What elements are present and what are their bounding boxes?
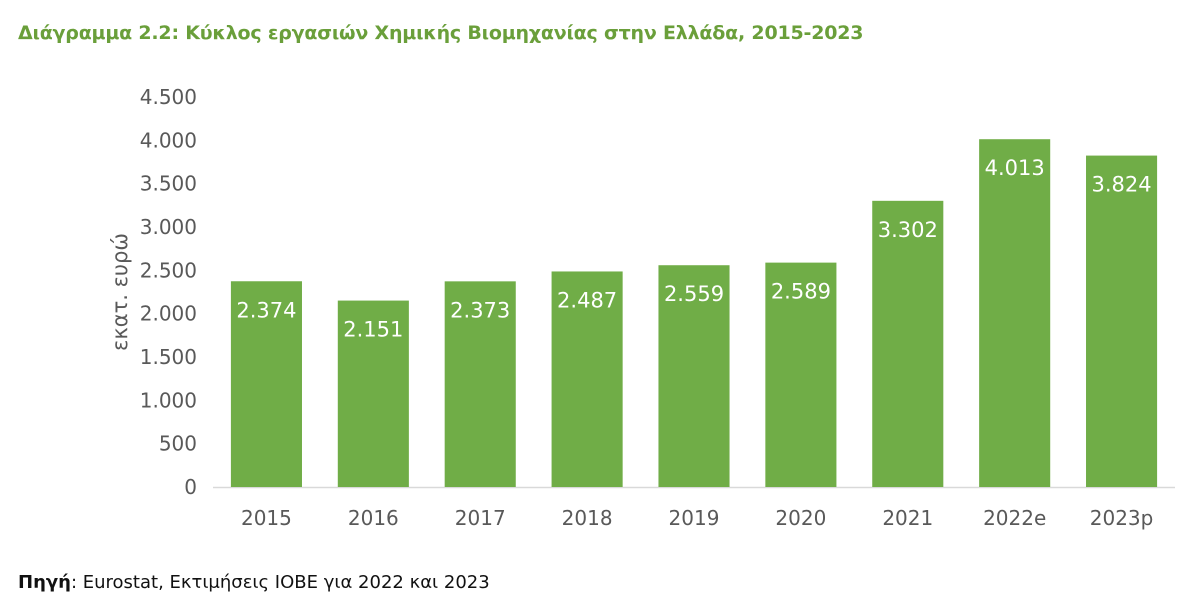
- bar: [444, 281, 516, 487]
- bar: [230, 281, 302, 487]
- bar-value-label: 3.302: [878, 218, 938, 242]
- bar-value-label: 2.589: [771, 280, 831, 304]
- bar: [872, 200, 944, 487]
- y-tick-label: 2.500: [140, 258, 197, 282]
- y-tick-label: 4.000: [140, 128, 197, 152]
- y-tick-label: 1.000: [140, 388, 197, 412]
- y-tick-label: 0: [184, 475, 197, 499]
- bar: [658, 265, 730, 487]
- x-tick-label: 2017: [455, 506, 506, 530]
- bar-value-label: 4.013: [985, 156, 1045, 180]
- y-tick-label: 500: [159, 432, 197, 456]
- x-tick-label: 2023p: [1090, 506, 1154, 530]
- bar: [979, 139, 1051, 487]
- y-tick-label: 1.500: [140, 345, 197, 369]
- y-tick-label: 4.500: [140, 85, 197, 109]
- y-tick-label: 3.000: [140, 215, 197, 239]
- y-tick-label: 3.500: [140, 172, 197, 196]
- source-text: : Eurostat, Εκτιμήσεις ΙΟΒΕ για 2022 και…: [70, 572, 490, 593]
- x-tick-label: 2020: [775, 506, 826, 530]
- y-tick-label: 2.000: [140, 302, 197, 326]
- source-note: Πηγή: Eurostat, Εκτιμήσεις ΙΟΒΕ για 2022…: [18, 572, 490, 593]
- bar: [551, 271, 623, 487]
- y-axis-ticks: 0 500 1.000 1.500 2.000 2.500 3.000 3.500 4.000 4…: [140, 85, 197, 499]
- bars: 2.374 2.151 2.373 2.487 2.559 2.589 3.302 4.013…: [230, 139, 1158, 487]
- x-tick-label: 2019: [669, 506, 720, 530]
- bar-value-label: 2.487: [557, 288, 617, 312]
- x-tick-label: 2022e: [983, 506, 1046, 530]
- x-tick-label: 2016: [348, 506, 399, 530]
- bar-chart: 0 500 1.000 1.500 2.000 2.500 3.000 3.500 4.000 4…: [108, 85, 1175, 530]
- bar: [765, 262, 837, 487]
- x-tick-label: 2015: [241, 506, 292, 530]
- bar-value-label: 2.374: [236, 298, 296, 322]
- bar: [1086, 155, 1158, 487]
- bar-value-label: 3.824: [1091, 173, 1151, 197]
- x-axis-ticks: 2015 2016 2017 2018 2019 2020 2021 2022e 2023p: [241, 506, 1153, 530]
- y-axis-label: εκατ. ευρώ: [108, 233, 132, 351]
- bar-value-label: 2.373: [450, 298, 510, 322]
- bar: [337, 300, 409, 487]
- chart-title: Διάγραμμα 2.2: Κύκλος εργασιών Χημικής Β…: [18, 22, 864, 44]
- bar-value-label: 2.559: [664, 282, 724, 306]
- bar-value-label: 2.151: [343, 318, 403, 342]
- x-tick-label: 2021: [882, 506, 933, 530]
- x-tick-label: 2018: [562, 506, 613, 530]
- source-label: Πηγή: [18, 572, 71, 593]
